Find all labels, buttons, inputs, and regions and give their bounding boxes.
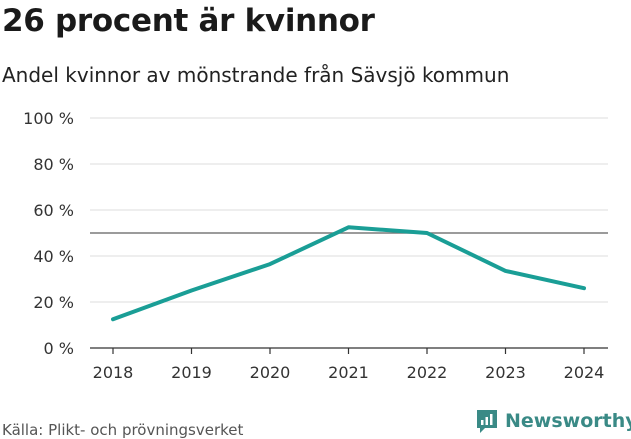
brand-name: Newsworthy bbox=[505, 410, 631, 432]
y-tick-label: 80 % bbox=[33, 155, 74, 174]
x-tick-label: 2020 bbox=[250, 363, 291, 382]
brand-logo-group: Newsworthy bbox=[475, 408, 631, 434]
x-tick-label: 2023 bbox=[485, 363, 526, 382]
y-tick-label: 20 % bbox=[33, 293, 74, 312]
chart-subtitle: Andel kvinnor av mönstrande från Sävsjö … bbox=[2, 63, 510, 87]
y-tick-label: 40 % bbox=[33, 247, 74, 266]
x-tick-label: 2018 bbox=[93, 363, 134, 382]
chart-title: 26 procent är kvinnor bbox=[2, 3, 375, 39]
y-tick-label: 60 % bbox=[33, 201, 74, 220]
y-tick-label: 100 % bbox=[23, 109, 74, 128]
series-line bbox=[111, 225, 586, 322]
x-tick-label: 2022 bbox=[407, 363, 448, 382]
x-tick-label: 2024 bbox=[564, 363, 605, 382]
source-note: Källa: Plikt- och prövningsverket bbox=[2, 421, 244, 439]
x-tick-label: 2021 bbox=[328, 363, 369, 382]
newsworthy-logo-icon bbox=[477, 410, 497, 433]
x-tick-label: 2019 bbox=[171, 363, 212, 382]
y-tick-label: 0 % bbox=[44, 339, 74, 358]
